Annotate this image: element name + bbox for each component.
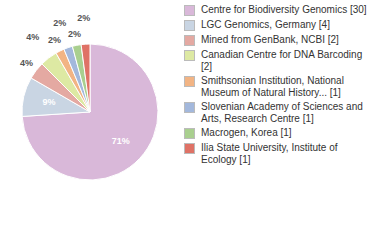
html-text:Mined from GenBank, NCBI [2]: Mined from GenBank, NCBI [2] [201,34,339,45]
html-text:Macrogen, Korea [1]: Macrogen, Korea [1] [201,127,292,138]
svg-text:2%: 2% [77,13,90,23]
svg-text:71%: 71% [112,136,130,146]
svg-text:2%: 2% [53,18,66,28]
html-text:Ilia State University, Institu: Ilia State University, Institute of Ecol… [201,142,338,165]
html-text:LGC Genomics, Germany [4]: LGC Genomics, Germany [4] [201,19,330,30]
svg-text:2%: 2% [48,35,61,45]
html-text:Slovenian Academy of Sciences: Slovenian Academy of Sciences and Arts, … [201,101,363,124]
svg-text:2%: 2% [68,29,81,39]
html-text:Canadian Centre for DNA Barcod: Canadian Centre for DNA Barcoding [2] [201,49,363,72]
svg-text:4%: 4% [26,32,39,42]
svg-text:9%: 9% [42,97,55,107]
html-text:Centre for Biodiversity Genomi: Centre for Biodiversity Genomics [30] [201,4,367,15]
html-text:Smithsonian Institution, Natio: Smithsonian Institution, National Museum… [201,75,344,98]
svg-text:4%: 4% [20,58,33,68]
